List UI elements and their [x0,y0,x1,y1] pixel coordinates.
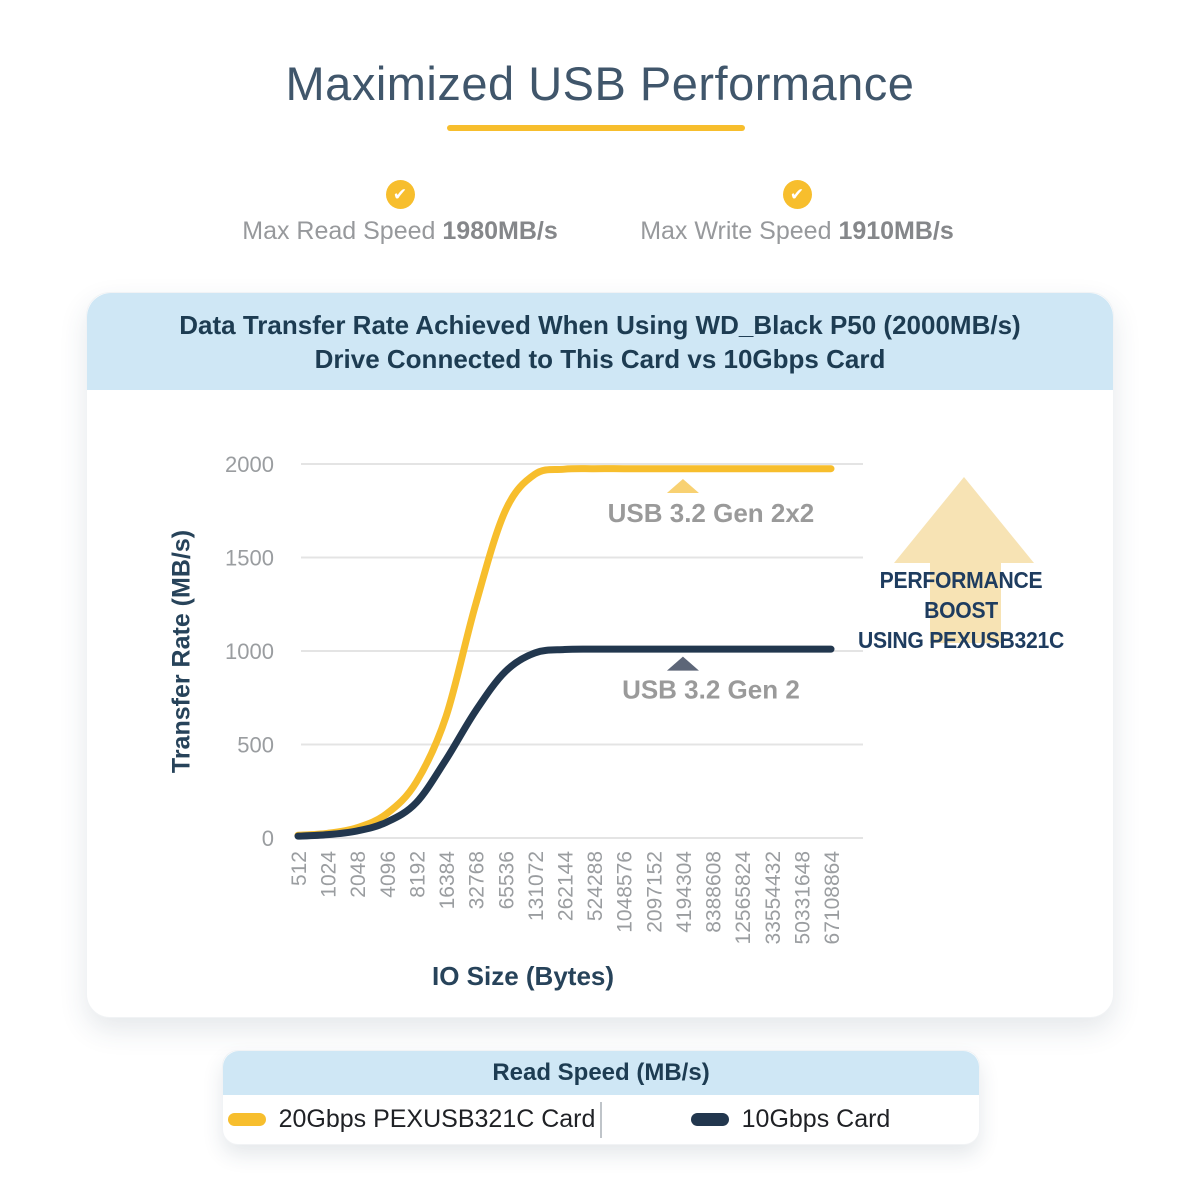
chart-title-line1: Data Transfer Rate Achieved When Using W… [179,309,1021,340]
annotation-label: USB 3.2 Gen 2x2 [608,498,815,528]
legend-item-10gbps: 10Gbps Card [602,1105,979,1134]
y-tick-label: 1000 [225,639,274,664]
chart-title-line2: Drive Connected to This Card vs 10Gbps C… [314,343,886,374]
x-tick-label: 32768 [466,851,489,909]
title-underline [447,125,745,131]
x-tick-label: 4194304 [673,851,696,933]
x-tick-label: 12565824 [732,851,755,945]
performance-boost-line1: PERFORMANCE BOOST [879,567,1043,623]
series-line-10gbps-card [294,645,835,840]
y-tick-label: 1500 [225,546,274,571]
x-tick-label: 50331648 [791,851,814,944]
x-tick-label: 1048576 [614,851,637,933]
x-tick-label: 8192 [406,851,429,898]
x-tick-label: 524288 [584,851,607,921]
x-tick-label: 1024 [318,851,341,898]
performance-boost-line2: USING PEXUSB321C [857,627,1065,653]
x-tick-label: 8388608 [703,851,726,933]
metric-value: 1980MB/s [442,217,558,245]
legend-header: Read Speed (MB/s) [223,1051,979,1095]
x-tick-label: 262144 [555,851,578,921]
annotation-triangle-icon [666,656,699,671]
legend-item-label: 10Gbps Card [741,1105,891,1133]
check-icon: ✔ [782,180,812,209]
metric-label: Max Read Speed [242,217,436,245]
x-axis-title: IO Size (Bytes) [431,961,615,991]
chart-plot-area: 0 500 1000 1500 2000 512 1024 2048 4096 8192 16384… [225,452,1034,945]
chart-title: Data Transfer Rate Achieved When Using W… [87,293,1113,390]
metric-label: Max Write Speed [640,217,832,245]
series-swatch-10gbps [690,1113,729,1126]
legend-item-20gbps: 20Gbps PEXUSB321C Card [223,1105,600,1134]
legend-title: Read Speed (MB/s) [492,1059,710,1086]
legend-card: Read Speed (MB/s) 20Gbps PEXUSB321C Card… [222,1050,980,1145]
x-tick-label: 2048 [347,851,370,898]
x-tick-label: 16384 [436,851,459,910]
annotation-triangle-icon [666,478,699,493]
x-tick-label: 2097152 [643,851,666,933]
x-tick-label: 67108864 [821,851,844,945]
y-axis-title: Transfer Rate (MB/s) [167,529,196,774]
chart-card: Data Transfer Rate Achieved When Using W… [86,292,1114,1018]
series-line-20gbps-pexusb321c-card [294,465,835,839]
metric-value: 1910MB/s [838,217,954,245]
page-title: Maximized USB Performance [285,57,915,110]
annotation-label: USB 3.2 Gen 2 [622,675,800,705]
y-tick-label: 2000 [225,452,274,477]
x-tick-label: 512 [288,851,311,886]
performance-boost-arrow-icon [894,477,1034,643]
x-tick-label: 131072 [525,851,548,921]
x-tick-label: 33554432 [762,851,785,944]
x-tick-label: 4096 [377,851,400,898]
legend-body: 20Gbps PEXUSB321C Card 10Gbps Card [223,1095,979,1144]
y-tick-label: 0 [262,826,274,851]
legend-divider [600,1101,602,1138]
metric-max-write-speed: ✔ Max Write Speed 1910MB/s [577,180,1017,246]
check-icon: ✔ [385,180,415,209]
metric-max-read-speed: ✔ Max Read Speed 1980MB/s [180,180,620,246]
x-tick-label: 65536 [495,851,518,909]
legend-item-label: 20Gbps PEXUSB321C Card [278,1105,596,1133]
series-swatch-20gbps [227,1113,266,1126]
performance-boost-label: PERFORMANCE BOOST USING PEXUSB321C [841,565,1080,655]
y-tick-label: 500 [237,733,274,758]
